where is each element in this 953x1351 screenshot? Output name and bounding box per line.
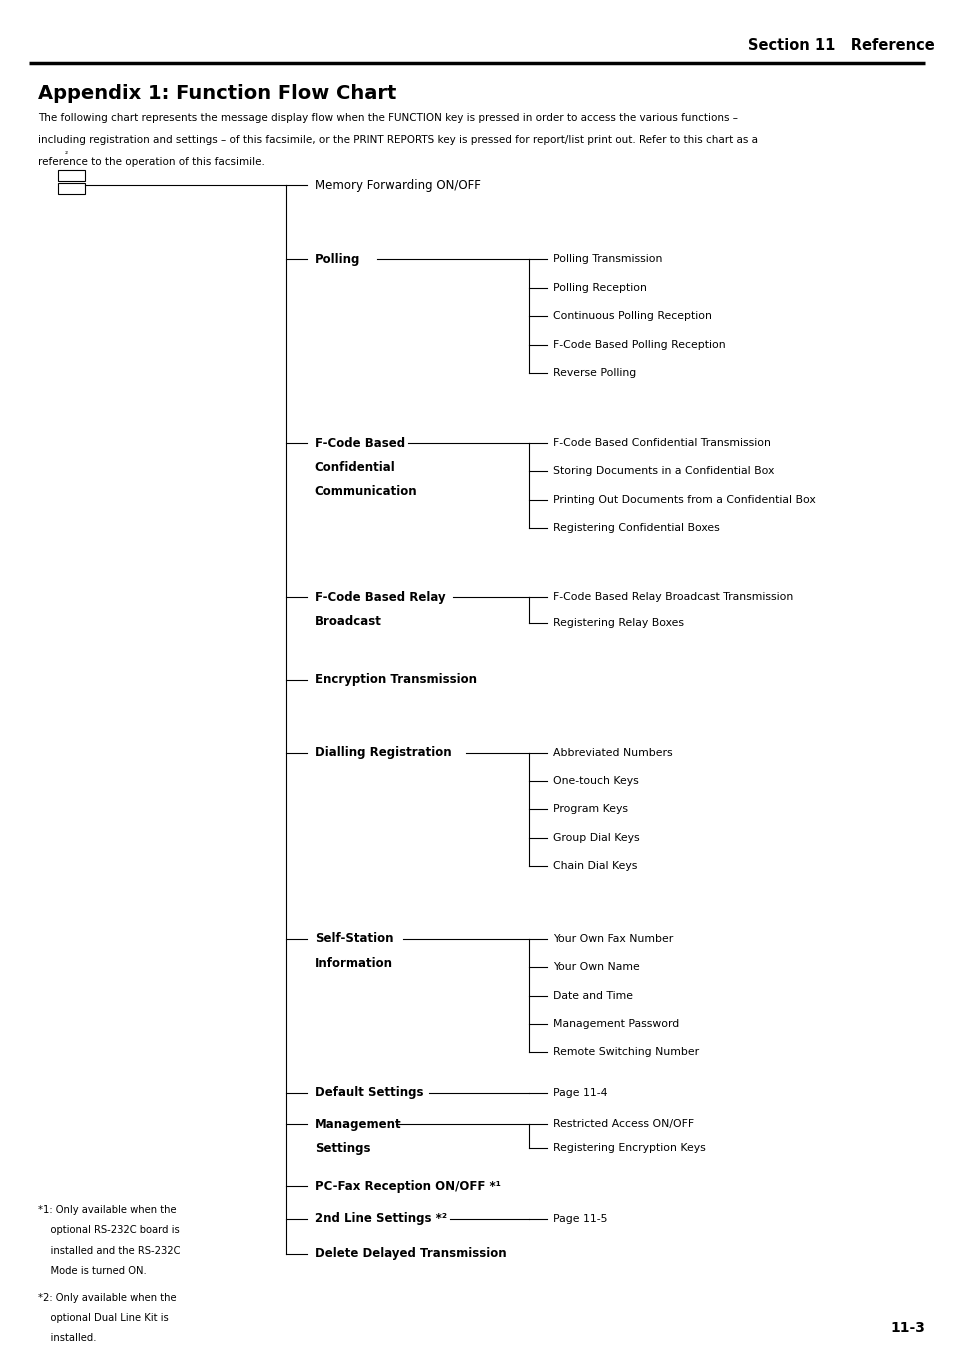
Text: Your Own Fax Number: Your Own Fax Number — [553, 934, 673, 944]
Text: Communication: Communication — [314, 485, 417, 499]
Text: Restricted Access ON/OFF: Restricted Access ON/OFF — [553, 1119, 694, 1129]
Text: optional Dual Line Kit is: optional Dual Line Kit is — [38, 1313, 169, 1323]
Text: One-touch Keys: One-touch Keys — [553, 775, 639, 786]
Text: Management: Management — [314, 1117, 401, 1131]
Text: The following chart represents the message display flow when the FUNCTION key is: The following chart represents the messa… — [38, 113, 738, 123]
Text: Printing Out Documents from a Confidential Box: Printing Out Documents from a Confidenti… — [553, 494, 815, 505]
Text: Polling Reception: Polling Reception — [553, 282, 646, 293]
Text: Dialling Registration: Dialling Registration — [314, 746, 451, 759]
Text: Encryption Transmission: Encryption Transmission — [314, 673, 476, 686]
Text: Memory Forwarding ON/OFF: Memory Forwarding ON/OFF — [314, 178, 480, 192]
Text: Chain Dial Keys: Chain Dial Keys — [553, 861, 637, 871]
Text: Storing Documents in a Confidential Box: Storing Documents in a Confidential Box — [553, 466, 774, 477]
Text: Abbreviated Numbers: Abbreviated Numbers — [553, 747, 672, 758]
Text: Continuous Polling Reception: Continuous Polling Reception — [553, 311, 712, 322]
Text: installed.: installed. — [38, 1333, 96, 1343]
Text: *1: Only available when the: *1: Only available when the — [38, 1205, 176, 1215]
Text: PC-Fax Reception ON/OFF *¹: PC-Fax Reception ON/OFF *¹ — [314, 1179, 500, 1193]
Text: Your Own Name: Your Own Name — [553, 962, 639, 973]
Text: Broadcast: Broadcast — [314, 615, 381, 628]
Text: Section 11   Reference: Section 11 Reference — [747, 38, 934, 53]
Text: Date and Time: Date and Time — [553, 990, 633, 1001]
Text: Settings: Settings — [314, 1142, 370, 1155]
Text: installed and the RS-232C: installed and the RS-232C — [38, 1246, 180, 1255]
Text: F-Code Based Relay Broadcast Transmission: F-Code Based Relay Broadcast Transmissio… — [553, 592, 793, 603]
Text: Registering Relay Boxes: Registering Relay Boxes — [553, 617, 683, 628]
Bar — [58, 182, 85, 195]
Text: Appendix 1: Function Flow Chart: Appendix 1: Function Flow Chart — [38, 84, 396, 103]
Text: Group Dial Keys: Group Dial Keys — [553, 832, 639, 843]
Text: optional RS-232C board is: optional RS-232C board is — [38, 1225, 180, 1235]
Text: including registration and settings – of this facsimile, or the PRINT REPORTS ke: including registration and settings – of… — [38, 135, 758, 145]
Text: Confidential: Confidential — [314, 461, 395, 474]
Bar — [58, 170, 85, 181]
Text: Self-Station: Self-Station — [314, 932, 393, 946]
Text: Delete Delayed Transmission: Delete Delayed Transmission — [314, 1247, 506, 1260]
Text: Polling Transmission: Polling Transmission — [553, 254, 662, 265]
Text: Page 11-5: Page 11-5 — [553, 1213, 607, 1224]
Text: Reverse Polling: Reverse Polling — [553, 367, 636, 378]
Text: Mode is turned ON.: Mode is turned ON. — [38, 1266, 147, 1275]
Text: Registering Encryption Keys: Registering Encryption Keys — [553, 1143, 705, 1154]
Text: Information: Information — [314, 957, 393, 970]
Text: F-Code Based: F-Code Based — [314, 436, 404, 450]
Text: Page 11-4: Page 11-4 — [553, 1088, 607, 1098]
Text: Program Keys: Program Keys — [553, 804, 628, 815]
Text: 2nd Line Settings *²: 2nd Line Settings *² — [314, 1212, 446, 1225]
Text: Management Password: Management Password — [553, 1019, 679, 1029]
Text: F-Code Based Polling Reception: F-Code Based Polling Reception — [553, 339, 725, 350]
Text: reference to the operation of this facsimile.: reference to the operation of this facsi… — [38, 157, 265, 166]
Text: Polling: Polling — [314, 253, 360, 266]
Text: Default Settings: Default Settings — [314, 1086, 423, 1100]
Text: 11-3: 11-3 — [889, 1321, 924, 1335]
Text: F-Code Based Confidential Transmission: F-Code Based Confidential Transmission — [553, 438, 770, 449]
Text: ²: ² — [65, 150, 68, 159]
Text: F-Code Based Relay: F-Code Based Relay — [314, 590, 445, 604]
Text: Remote Switching Number: Remote Switching Number — [553, 1047, 699, 1058]
Text: Registering Confidential Boxes: Registering Confidential Boxes — [553, 523, 720, 534]
Text: *2: Only available when the: *2: Only available when the — [38, 1293, 176, 1302]
